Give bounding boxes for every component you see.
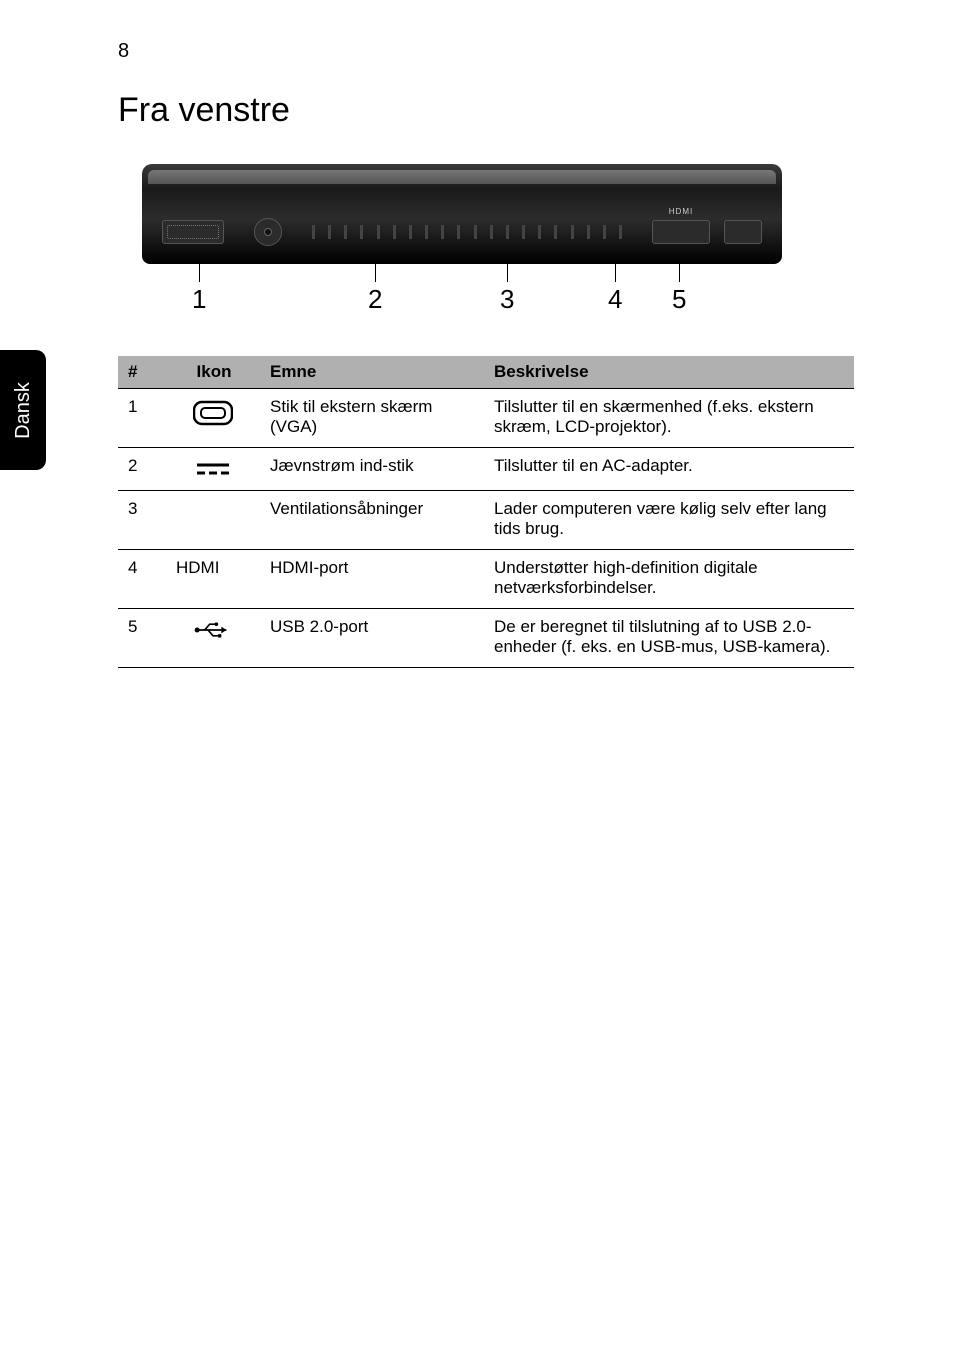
callout-3-num: 3 (500, 284, 514, 315)
cell-besk: De er beregnet til tilslutning af to USB… (484, 609, 854, 668)
vga-port-graphic (162, 220, 224, 244)
th-besk: Beskrivelse (484, 356, 854, 389)
page-heading: Fra venstre (118, 91, 864, 130)
cell-besk: Lader computeren være kølig selv efter l… (484, 491, 854, 550)
th-ikon: Ikon (166, 356, 260, 389)
cell-emne: HDMI-port (260, 550, 484, 609)
table-row: 3 Ventilationsåbninger Lader computeren … (118, 491, 854, 550)
port-row: HDMI (142, 218, 782, 246)
cell-besk: Understøtter high-definition digitale ne… (484, 550, 854, 609)
dc-in-icon (176, 456, 250, 480)
table-header-row: # Ikon Emne Beskrivelse (118, 356, 854, 389)
ports-table-wrapper: # Ikon Emne Beskrivelse 1 (118, 356, 854, 668)
cell-icon: HDMI (166, 550, 260, 609)
callout-4-num: 4 (608, 284, 622, 315)
table-row: 5 (118, 609, 854, 668)
usb-icon (176, 617, 250, 641)
hdmi-port-label: HDMI (669, 207, 693, 216)
table-row: 4 HDMI HDMI-port Understøtter high-defin… (118, 550, 854, 609)
callout-5: 5 (672, 282, 686, 333)
callout-3: 3 (500, 282, 514, 333)
laptop-edge-illustration: HDMI (142, 164, 782, 264)
left-side-diagram: HDMI (142, 164, 782, 264)
cell-emne: Ventilationsåbninger (260, 491, 484, 550)
hdmi-icon-text: HDMI (176, 558, 219, 577)
cell-num: 3 (118, 491, 166, 550)
cell-emne: Stik til ekstern skærm (VGA) (260, 389, 484, 448)
cell-besk: Tilslutter til en AC-adapter. (484, 448, 854, 491)
cell-emne: USB 2.0-port (260, 609, 484, 668)
page-root: 8 Fra venstre Dansk HDMI 1 (0, 0, 954, 1369)
table-row: 2 Jævnstrøm ind-stik Tilslutter ti (118, 448, 854, 491)
vga-icon (176, 397, 250, 427)
ports-table: # Ikon Emne Beskrivelse 1 (118, 356, 854, 668)
table-row: 1 Stik til ekstern skærm (VGA) Tilslutte… (118, 389, 854, 448)
cell-num: 2 (118, 448, 166, 491)
cell-emne: Jævnstrøm ind-stik (260, 448, 484, 491)
cell-icon (166, 491, 260, 550)
diagram-callouts: 1 2 3 4 5 (142, 282, 782, 338)
th-number: # (118, 356, 166, 389)
usb-port-graphic (724, 220, 762, 244)
hdmi-port-graphic: HDMI (652, 220, 710, 244)
callout-4: 4 (608, 282, 622, 333)
right-port-group: HDMI (652, 220, 762, 244)
cell-num: 1 (118, 389, 166, 448)
callout-5-num: 5 (672, 284, 686, 315)
cell-icon (166, 389, 260, 448)
cell-num: 4 (118, 550, 166, 609)
callout-2: 2 (368, 282, 382, 333)
language-tab: Dansk (0, 350, 46, 470)
language-tab-label: Dansk (12, 382, 35, 439)
callout-1: 1 (192, 282, 206, 333)
callout-2-num: 2 (368, 284, 382, 315)
cell-icon (166, 609, 260, 668)
callout-1-num: 1 (192, 284, 206, 315)
cell-besk: Tilslutter til en skærmenhed (f.eks. eks… (484, 389, 854, 448)
vents-graphic (312, 221, 622, 243)
cell-icon (166, 448, 260, 491)
th-emne: Emne (260, 356, 484, 389)
cell-num: 5 (118, 609, 166, 668)
dc-jack-graphic (254, 218, 282, 246)
page-number: 8 (118, 40, 864, 63)
